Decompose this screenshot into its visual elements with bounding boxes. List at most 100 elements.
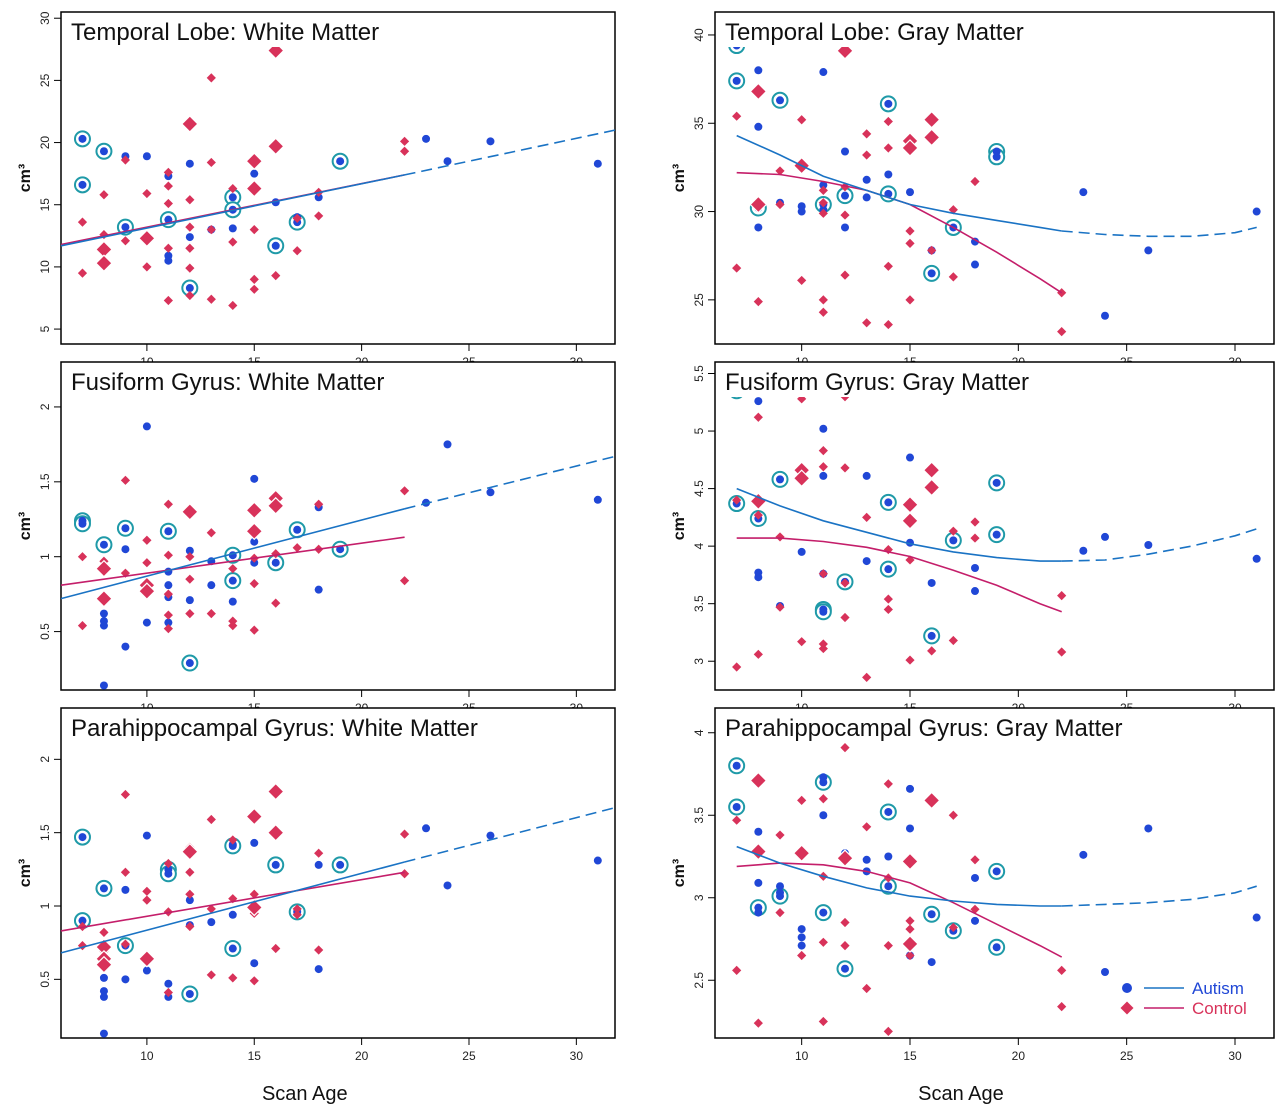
control-point [163,858,173,869]
control-point-large-core [98,563,110,575]
panel-title: Fusiform Gyrus: Gray Matter [725,369,1029,396]
control-point-large-core [141,585,153,597]
autism-point [422,134,431,143]
control-point-large-core [184,118,196,130]
control-point-large-core [98,257,110,269]
control-point [163,623,173,634]
fit-lines [60,129,616,247]
control-point [249,976,259,986]
control-point [228,620,238,631]
autism-point [250,169,259,178]
autism-point [884,170,893,179]
autism-point [99,621,108,630]
y-axis: 5 10 15 20 25 30 [38,11,61,332]
autism-point [906,784,914,793]
autism-point [1144,540,1153,549]
autism-fit-line-extrapolated [1061,528,1257,562]
x-axis: 10 15 20 25 30 [140,1038,583,1063]
control-point [185,222,195,232]
x-tick-label: 30 [570,1049,584,1063]
y-tick-label: 30 [38,11,52,25]
control-point [862,983,872,994]
control-point [818,643,828,654]
autism-point [1252,554,1261,563]
legend-marker-autism [1122,983,1132,993]
autism-point [164,256,173,265]
control-point-large-core [926,114,938,126]
control-point [185,552,195,562]
control-point-large-core [248,901,260,913]
control-point [185,889,195,899]
control-point-large-core [98,243,110,255]
autism-fit-line [60,861,405,954]
control-point-large-core [141,953,153,965]
autism-point [776,882,784,891]
control-point [292,213,302,224]
autism-point [819,908,828,917]
control-point [163,987,173,998]
control-point [206,157,216,168]
y-tick-label: 40 [692,28,706,42]
autism-point [884,565,893,574]
control-point-large-core [270,500,282,512]
control-point [120,236,131,246]
autism-point [78,519,87,528]
autism-point [271,860,280,869]
autism-point [78,916,87,925]
control-point [818,1016,828,1027]
autism-point [776,892,784,901]
control-point [883,544,893,555]
autism-point [927,910,936,919]
autism-point [862,175,871,184]
control-point [206,225,216,235]
control-point [399,146,410,156]
control-point [314,945,324,955]
control-point [399,869,410,879]
control-point-large-core [98,941,110,953]
autism-point [776,475,784,484]
control-point [292,246,302,256]
y-tick-label: 30 [692,205,706,219]
control-point [970,176,980,187]
autism-point [797,547,806,556]
control-point [228,183,238,194]
control-point [1057,1002,1067,1012]
control-point [163,550,173,560]
y-tick-label: 25 [692,293,706,307]
control-point [905,950,915,961]
autism-point [1144,824,1153,833]
autism-point [422,824,431,833]
control-point [99,927,109,937]
control-point [905,226,915,236]
y-axis: 3 3.5 4 4.5 5 5.5 [692,365,715,665]
autism-point [142,152,151,161]
autism-point [927,269,936,278]
panel-title: Temporal Lobe: White Matter [71,19,379,46]
plot-frame [714,361,1275,691]
control-point [927,245,937,256]
control-point [948,272,958,282]
control-point [818,794,828,804]
control-point [228,835,238,845]
autism-point [78,833,87,842]
y-axis: 0.5 1 1.5 2 [38,756,61,988]
control-point [883,604,893,615]
autism-point [121,975,130,984]
autism-point [992,530,1001,539]
control-point [206,73,216,83]
autism-point [164,527,173,536]
control-point [840,210,850,220]
autism-point [185,546,194,555]
control-point [314,499,324,509]
control-point-large-core [904,855,916,867]
panel-1: 5 10 15 20 25 3010 15 20 25 30 cm³ Temporal Lobe: W… [17,11,616,369]
control-point [905,916,915,926]
autism-point [185,233,194,242]
plot-frame [60,11,616,345]
autism-point [207,918,216,927]
control-point-large-core [270,140,282,152]
control-point [883,594,893,604]
autism-point [99,540,108,549]
autism-point [862,193,871,202]
